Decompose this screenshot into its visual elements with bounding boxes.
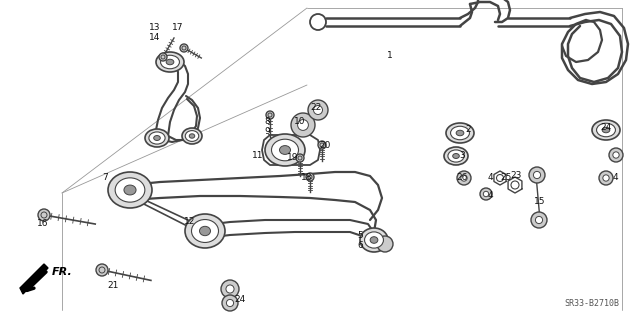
Text: SR33-B2710B: SR33-B2710B [564,299,620,308]
Text: 20: 20 [319,140,331,150]
Ellipse shape [448,150,464,162]
Ellipse shape [189,134,195,138]
Circle shape [306,173,314,181]
Circle shape [180,44,188,52]
Ellipse shape [185,214,225,248]
Polygon shape [20,264,48,294]
Text: FR.: FR. [52,267,73,277]
Text: 21: 21 [108,280,118,290]
Ellipse shape [596,123,616,137]
Text: 4: 4 [487,174,493,182]
Circle shape [226,285,234,293]
Circle shape [221,280,239,298]
Ellipse shape [602,127,610,133]
Text: 13: 13 [149,24,161,33]
Text: 12: 12 [184,218,196,226]
Text: 19: 19 [287,153,299,162]
Circle shape [613,152,619,158]
Ellipse shape [108,172,152,208]
Ellipse shape [182,128,202,144]
Ellipse shape [166,59,174,65]
Text: 16: 16 [37,219,49,228]
Text: 23: 23 [510,170,522,180]
Circle shape [159,53,167,61]
Ellipse shape [124,185,136,195]
Ellipse shape [200,226,211,236]
Text: 24: 24 [234,294,246,303]
Circle shape [318,141,326,149]
Text: 5: 5 [357,232,363,241]
Text: 4: 4 [487,191,493,201]
Ellipse shape [451,126,470,140]
Text: 11: 11 [252,151,264,160]
Circle shape [291,113,315,137]
Ellipse shape [365,232,383,248]
Ellipse shape [452,153,460,159]
Circle shape [96,264,108,276]
Ellipse shape [592,120,620,140]
Circle shape [461,175,467,181]
Circle shape [296,154,304,162]
Circle shape [480,188,492,200]
Circle shape [222,295,238,311]
Circle shape [603,175,609,181]
Circle shape [38,209,50,221]
Circle shape [266,111,274,119]
Text: 15: 15 [534,197,546,206]
Text: 17: 17 [172,24,184,33]
Text: 22: 22 [310,103,322,113]
Ellipse shape [360,228,388,252]
Text: 6: 6 [357,241,363,250]
Circle shape [599,171,613,185]
Circle shape [377,236,393,252]
Circle shape [609,148,623,162]
Circle shape [298,120,308,130]
Ellipse shape [156,52,184,72]
Ellipse shape [154,136,160,140]
Text: 2: 2 [465,125,471,135]
Circle shape [308,100,328,120]
Circle shape [483,191,489,197]
Text: 10: 10 [294,117,306,127]
Circle shape [533,171,541,179]
Text: 8: 8 [264,117,270,127]
Ellipse shape [456,130,464,136]
Text: 9: 9 [264,128,270,137]
Ellipse shape [370,237,378,243]
Text: 4: 4 [612,174,618,182]
Ellipse shape [444,147,468,165]
Circle shape [314,106,323,115]
Text: 26: 26 [456,174,468,182]
Text: 24: 24 [600,123,612,132]
Text: 1: 1 [387,50,393,60]
Ellipse shape [191,219,218,242]
Ellipse shape [446,123,474,143]
Circle shape [457,171,471,185]
Ellipse shape [271,139,298,161]
Ellipse shape [149,132,165,144]
Text: 14: 14 [149,33,161,42]
Text: 18: 18 [301,174,313,182]
Ellipse shape [280,145,291,154]
Ellipse shape [115,178,145,202]
Circle shape [529,167,545,183]
Ellipse shape [145,129,169,147]
Circle shape [531,212,547,228]
Text: 7: 7 [102,174,108,182]
Ellipse shape [161,55,179,69]
Circle shape [227,300,234,307]
Text: 3: 3 [459,151,465,160]
Circle shape [536,216,543,224]
Ellipse shape [185,130,199,141]
Text: 25: 25 [500,174,512,182]
Ellipse shape [265,134,305,166]
